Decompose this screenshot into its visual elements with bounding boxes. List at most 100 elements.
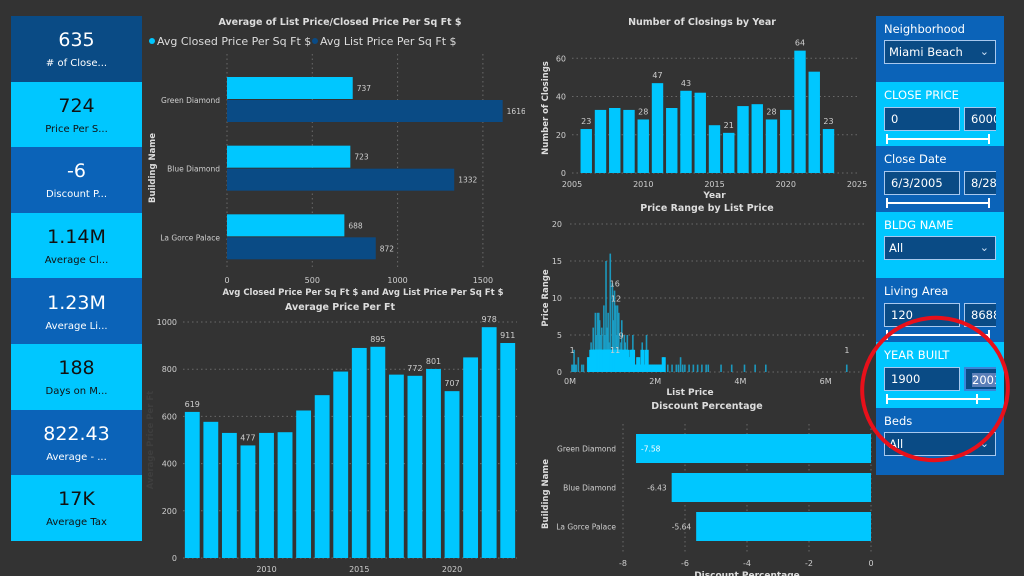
bar — [754, 364, 756, 372]
bar-fill — [640, 349, 645, 372]
bar — [651, 83, 664, 173]
bar — [612, 320, 615, 372]
data-label: 47 — [652, 71, 662, 80]
kpi-card: 635 # of Close... — [11, 16, 142, 82]
bar — [227, 100, 503, 122]
beds-dropdown[interactable]: All ⌄ — [884, 432, 996, 456]
bar-fill — [631, 349, 636, 372]
bldg-name-label: BLDG NAME — [884, 218, 954, 232]
bar — [620, 320, 623, 372]
bar-fill — [659, 364, 664, 372]
y-tick-label: 20 — [552, 220, 562, 229]
close-price-min-input[interactable]: 0 — [884, 107, 960, 131]
bar — [780, 109, 792, 173]
bar — [611, 283, 614, 372]
chart-list-vs-closed: Average of List Price/Closed Price Per S… — [148, 17, 525, 298]
bar — [388, 374, 404, 558]
slider-handle-min[interactable] — [886, 134, 888, 144]
data-label: 978 — [482, 315, 497, 324]
kpi-label: Days on M... — [45, 386, 108, 398]
x-tick-label: -2 — [805, 559, 813, 568]
close-date-slider[interactable] — [884, 198, 996, 208]
bar — [296, 410, 312, 558]
kpi-card: 1.14M Average Cl... — [11, 212, 142, 279]
x-tick-label: 2020 — [776, 180, 796, 189]
bar — [574, 364, 576, 372]
bar — [675, 364, 678, 372]
bar — [603, 305, 605, 372]
x-tick-label: 0M — [564, 377, 576, 386]
slider-handle-max[interactable] — [988, 330, 990, 340]
y-tick-label: Green Diamond — [161, 96, 220, 105]
year-built-max-input[interactable]: 2003 — [964, 367, 996, 391]
x-tick-label: -8 — [619, 559, 627, 568]
y-tick-label: 600 — [162, 412, 177, 421]
year-built-min-input[interactable]: 1900 — [884, 367, 960, 391]
x-tick-label: 2005 — [562, 180, 582, 189]
slider-handle-max[interactable] — [988, 134, 990, 144]
bar — [221, 432, 237, 558]
bar — [720, 364, 722, 372]
bar — [707, 364, 710, 372]
x-tick-label: 0 — [868, 559, 873, 568]
living-area-slider[interactable] — [884, 330, 996, 340]
bar — [370, 346, 386, 558]
slider-handle-max[interactable] — [976, 394, 978, 404]
y-tick-label: 0 — [557, 368, 562, 377]
y-tick-label: 60 — [556, 54, 566, 63]
slider-handle-min[interactable] — [886, 394, 888, 404]
close-price-max-input[interactable]: 60000 — [964, 107, 996, 131]
bldg-name-dropdown[interactable]: All ⌄ — [884, 236, 996, 260]
bar — [259, 432, 274, 558]
bar — [227, 77, 353, 99]
data-label: 737 — [357, 84, 372, 93]
data-label: 1616 — [507, 107, 525, 116]
bar — [694, 92, 706, 173]
bar-fill — [644, 349, 649, 372]
y-tick-label: 40 — [556, 93, 566, 102]
close-price-slider[interactable] — [884, 134, 996, 144]
y-tick-label: 15 — [552, 257, 562, 266]
x-tick-label: 2015 — [704, 180, 724, 189]
bar-fill — [634, 364, 639, 372]
slicer-neighborhood: Neighborhood Miami Beach ⌄ — [876, 16, 1004, 82]
bar — [573, 349, 575, 372]
bar — [671, 473, 871, 502]
data-label: 772 — [407, 364, 422, 373]
bar — [609, 108, 621, 173]
y-tick-label: Blue Diamond — [167, 165, 220, 174]
slider-handle-min[interactable] — [886, 330, 888, 340]
slicer-close-price: CLOSE PRICE 0 60000 — [876, 82, 1004, 146]
bar — [666, 108, 678, 173]
living-area-min-input[interactable]: 120 — [884, 303, 960, 327]
bar-fill — [661, 357, 666, 372]
data-label: 9 — [619, 331, 624, 340]
x-axis-title: List Price — [666, 388, 713, 396]
y-axis-title: Number of Closings — [541, 61, 551, 155]
data-label: 1 — [570, 346, 575, 355]
living-area-max-input[interactable]: 86889 — [964, 303, 996, 327]
bar-fill — [587, 357, 592, 372]
close-date-start-input[interactable]: 6/3/2005 — [884, 171, 960, 195]
data-label: 872 — [380, 244, 395, 253]
year-built-slider[interactable] — [884, 394, 996, 404]
slider-handle-max[interactable] — [988, 198, 990, 208]
data-label: -5.64 — [672, 523, 692, 532]
bar — [571, 364, 573, 372]
x-axis-title: Year — [702, 191, 726, 200]
bar — [592, 327, 595, 372]
chart-title: Average Price Per Ft — [285, 302, 395, 313]
close-date-end-input[interactable]: 8/28/2 — [964, 171, 996, 195]
x-tick-label: 2015 — [349, 565, 369, 574]
bar — [240, 445, 256, 558]
bar — [751, 104, 763, 173]
bar-fill — [655, 364, 660, 372]
slider-handle-min[interactable] — [886, 198, 888, 208]
bar — [184, 411, 200, 558]
chart-title: Number of Closings by Year — [628, 17, 776, 28]
neighborhood-dropdown[interactable]: Miami Beach ⌄ — [884, 40, 996, 64]
bar-fill — [648, 364, 653, 372]
bar — [679, 357, 682, 372]
bar — [203, 421, 219, 558]
